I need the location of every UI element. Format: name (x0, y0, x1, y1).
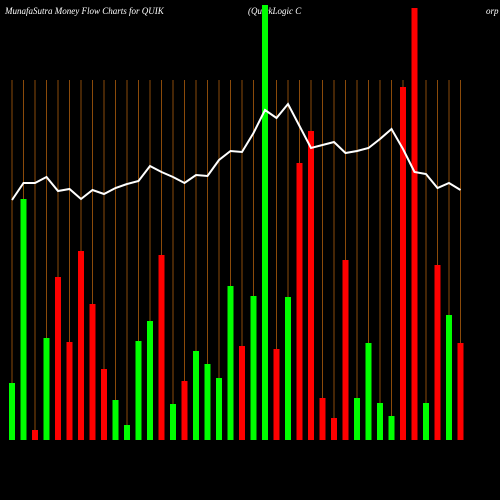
bar (331, 418, 337, 440)
chart-title: MunafaSutra Money Flow Charts for QUIK (4, 6, 165, 16)
bar (423, 403, 429, 440)
bar (446, 315, 452, 440)
bar (285, 297, 291, 440)
bar (89, 304, 96, 440)
bar (32, 430, 38, 440)
bar (365, 343, 372, 440)
bar (273, 349, 280, 440)
bar (388, 416, 395, 440)
bar (239, 346, 245, 440)
bar (43, 338, 50, 440)
bar (434, 265, 441, 440)
chart-subtitle-end: orp (486, 6, 499, 16)
bar (342, 260, 349, 440)
chart-subtitle: (QuickLogic C (248, 6, 302, 16)
bar (55, 277, 61, 440)
bar (216, 378, 222, 440)
bar (124, 425, 130, 440)
bar (9, 383, 15, 440)
bar (262, 5, 268, 440)
bar (112, 400, 119, 440)
bar (101, 369, 107, 440)
bar (181, 381, 188, 440)
bar (135, 341, 142, 440)
bar (66, 342, 73, 440)
bar (319, 398, 326, 440)
bar (227, 286, 234, 440)
money-flow-line (11, 102, 462, 201)
bar (400, 87, 406, 440)
bar (204, 364, 211, 440)
bar (457, 343, 464, 440)
bar (354, 398, 360, 440)
bar (78, 251, 84, 440)
bar (170, 404, 176, 440)
bar (20, 199, 27, 440)
bar (411, 8, 418, 440)
bar (158, 255, 165, 440)
bar (147, 321, 153, 440)
bar (377, 403, 383, 440)
bar (308, 131, 314, 440)
bar (296, 163, 303, 440)
bar (193, 351, 199, 440)
bar (250, 296, 257, 440)
